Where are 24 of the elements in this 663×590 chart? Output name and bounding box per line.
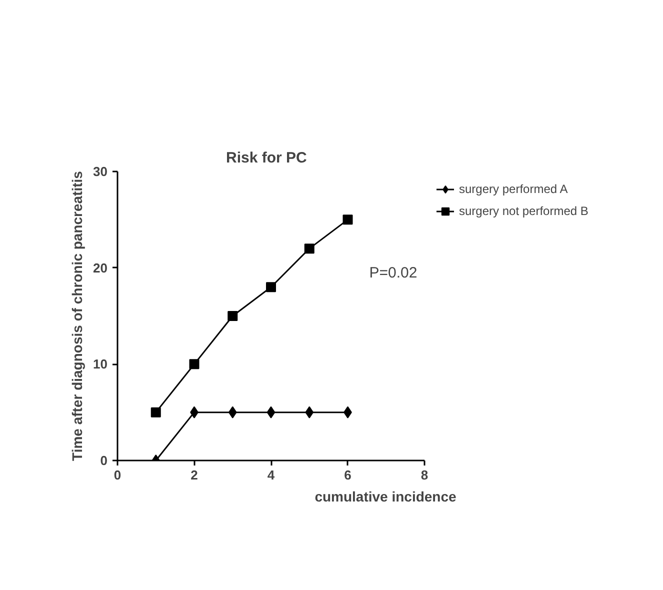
x-tick-label: 0: [114, 468, 122, 482]
point: [228, 311, 238, 321]
x-tick-label: 4: [267, 468, 276, 482]
y-tick-label: 30: [93, 164, 108, 179]
annotation: P=0.02: [369, 264, 418, 282]
point: [189, 359, 200, 370]
chart-title: Risk for PC: [226, 150, 308, 166]
y-tick-label: 0: [100, 453, 108, 468]
x-tick-label: 2: [190, 468, 198, 482]
point: [342, 214, 353, 225]
point: [266, 282, 276, 292]
legend-label: surgery not performed B: [459, 204, 588, 218]
x-tick-label: 8: [420, 468, 428, 482]
y-tick-label: 20: [93, 260, 108, 276]
point: [304, 244, 314, 254]
y-tick-label: 10: [93, 356, 108, 372]
x-tick-label: 6: [344, 468, 352, 482]
legend-label: surgery performed A: [459, 182, 568, 196]
point: [228, 406, 237, 418]
x-axis-title: cumulative incidence: [314, 488, 457, 504]
point: [150, 407, 161, 418]
y-axis-title: Time after diagnosis of chronic pancreatitis: [69, 170, 86, 461]
point: [266, 406, 276, 418]
point: [305, 406, 314, 418]
